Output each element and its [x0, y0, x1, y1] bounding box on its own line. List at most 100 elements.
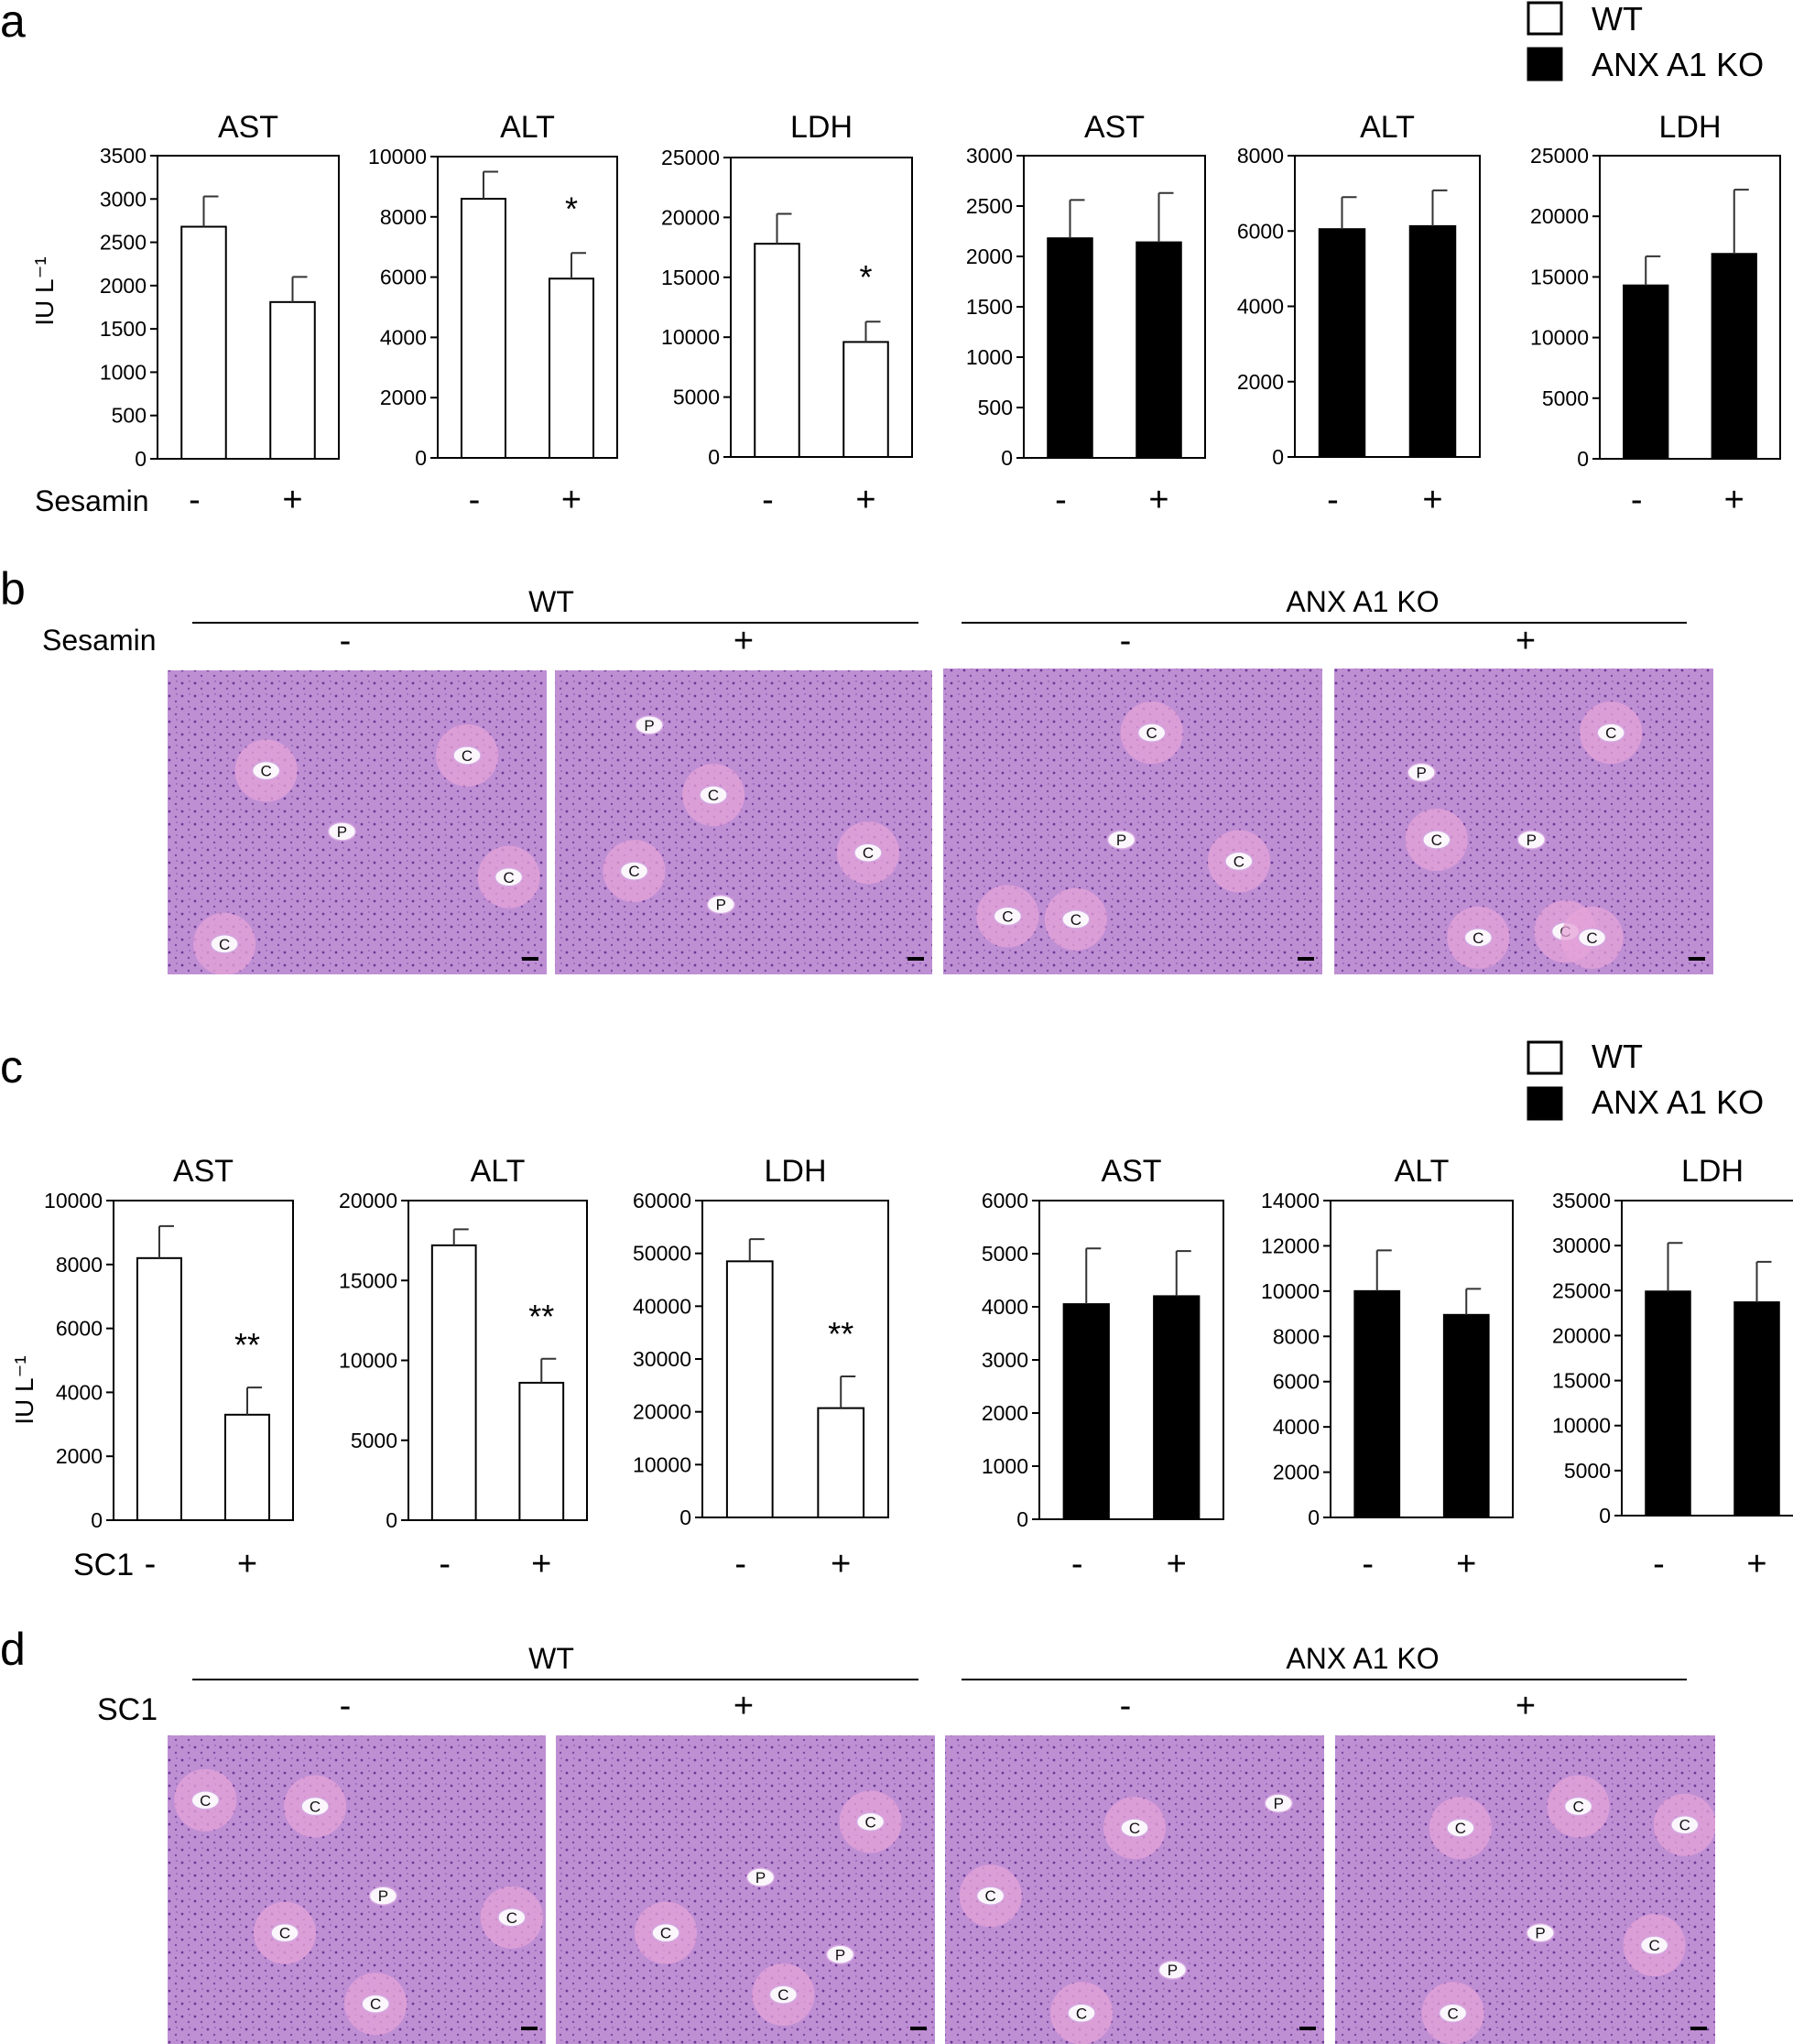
micrograph-tissue: P C C C P	[555, 670, 932, 974]
y-tick-label: 0	[415, 446, 427, 470]
bar	[549, 277, 595, 459]
bar	[1733, 1301, 1780, 1517]
vessel-label: C	[1431, 832, 1442, 849]
y-axis-label-top: IU L⁻¹	[30, 256, 59, 325]
micrographs: CCPCCPCCCPCPCCCCPCPCCCCCPCCCCPCPCPCCCPCC…	[168, 669, 1715, 2044]
bar	[1062, 1303, 1110, 1520]
chart-a-ldh-ko: LDH 0 5000 10000 15000 20000 25000 - +	[1530, 110, 1781, 519]
vessel-lumen	[1407, 762, 1436, 783]
tissue-background	[555, 670, 932, 974]
x-category-label: +	[1724, 481, 1744, 519]
plot-frame	[1330, 1200, 1514, 1518]
vessel-lumen	[1463, 928, 1494, 948]
y-tick-label: 6000	[56, 1317, 103, 1341]
vessel-lumen	[706, 894, 736, 915]
histology-header-b: WT ANX A1 KO Sesamin - + - +	[42, 585, 1687, 660]
y-tick-label: 10000	[633, 1452, 691, 1476]
y-tick-label: 0	[679, 1506, 691, 1529]
vessel-label: C	[1648, 1937, 1659, 1954]
scale-bar	[1690, 2027, 1707, 2030]
y-tick-label: 10000	[1530, 326, 1589, 350]
y-tick-label: 35000	[1552, 1189, 1611, 1212]
tissue-background	[556, 1735, 935, 2044]
group-label-wt: WT	[528, 585, 574, 618]
chart-title: ALT	[1360, 110, 1415, 145]
vessel-label: C	[462, 747, 473, 765]
vessel-lumen	[1670, 1814, 1700, 1835]
y-tick-label: 10000	[1552, 1414, 1611, 1438]
x-category-label: +	[531, 1545, 551, 1583]
vessel-lumen	[190, 1790, 221, 1810]
vessel-lumen	[1422, 830, 1451, 850]
y-tick-label: 0	[1308, 1506, 1320, 1529]
y-tick-label: 30000	[1552, 1234, 1611, 1257]
legend-label-wt: WT	[1592, 0, 1643, 38]
vessel-label: C	[1572, 1799, 1583, 1816]
x-category-label: -	[439, 1545, 451, 1583]
vessel-label: C	[1146, 724, 1157, 742]
scale-bar	[1298, 957, 1314, 961]
y-tick-label: 6000	[982, 1189, 1028, 1212]
bar	[430, 1244, 477, 1521]
bar	[518, 1381, 565, 1522]
legend-swatch-ko	[1527, 1086, 1563, 1121]
y-tick-label: 2500	[966, 194, 1013, 218]
sign-plus: +	[734, 622, 754, 660]
scale-bar	[1299, 2027, 1316, 2030]
y-tick-label: 4000	[1237, 295, 1284, 319]
y-tick-label: 8000	[56, 1253, 103, 1277]
y-tick-label: 500	[112, 404, 147, 428]
tissue-background	[1335, 1735, 1715, 2044]
y-tick-label: 3500	[100, 144, 147, 168]
bar	[1623, 284, 1669, 460]
vessel-lumen	[1639, 1935, 1669, 1955]
vessel-label: C	[506, 1909, 517, 1927]
chart-c-ldh-wt: LDH 0 10000 20000 30000 40000 50000 60000 - + **	[633, 1154, 889, 1583]
vessel-label: P	[1417, 765, 1427, 782]
y-tick-label: 2000	[380, 386, 427, 409]
vessel-lumen	[1067, 2003, 1096, 2024]
y-tick-label: 2000	[1237, 370, 1284, 394]
vessel-label: C	[777, 1986, 788, 2004]
x-category-label: -	[734, 1545, 746, 1583]
y-tick-label: 3000	[100, 187, 147, 211]
vessel-label: C	[628, 863, 639, 880]
vessel-label: C	[370, 1995, 381, 2013]
vessel-lumen	[361, 1994, 390, 2014]
sign-plus: +	[734, 1687, 754, 1725]
panel-letter-b: b	[0, 563, 26, 614]
bar	[842, 341, 889, 459]
y-tick-label: 0	[1272, 445, 1284, 469]
y-tick-label: 2000	[982, 1401, 1028, 1425]
scale-bar	[521, 2027, 538, 2030]
x-category-label: +	[282, 481, 302, 519]
vessel-lumen	[1596, 723, 1625, 743]
vessel-lumen	[619, 861, 649, 881]
vessel-lumen	[368, 1886, 398, 1906]
chart-a-ldh-wt: LDH 0 5000 10000 15000 20000 25000 - + *	[661, 110, 913, 519]
y-tick-label: 2000	[56, 1444, 103, 1468]
plot-frame	[1621, 1200, 1793, 1517]
vessel-label: C	[200, 1792, 211, 1810]
plot-frame	[157, 155, 340, 460]
y-tick-label: 20000	[1530, 204, 1589, 228]
tissue-background	[1334, 669, 1713, 974]
bar	[1645, 1290, 1691, 1517]
vessel-label: C	[1233, 853, 1244, 870]
panel-letter-d: d	[0, 1624, 26, 1675]
sign-minus: -	[340, 1687, 352, 1725]
vessel-lumen	[1136, 723, 1167, 743]
legend-label-ko: ANX A1 KO	[1592, 46, 1764, 83]
y-tick-label: 0	[708, 445, 720, 469]
significance-marker: **	[528, 1298, 554, 1335]
x-category-label: -	[1631, 481, 1643, 519]
y-tick-label: 4000	[982, 1295, 1028, 1319]
y-tick-label: 20000	[339, 1189, 397, 1212]
significance-marker: **	[234, 1326, 260, 1364]
y-tick-label: 2000	[1273, 1461, 1320, 1484]
scale-bar	[907, 957, 924, 961]
vessel-lumen	[1446, 1818, 1475, 1838]
bar	[725, 1260, 774, 1518]
